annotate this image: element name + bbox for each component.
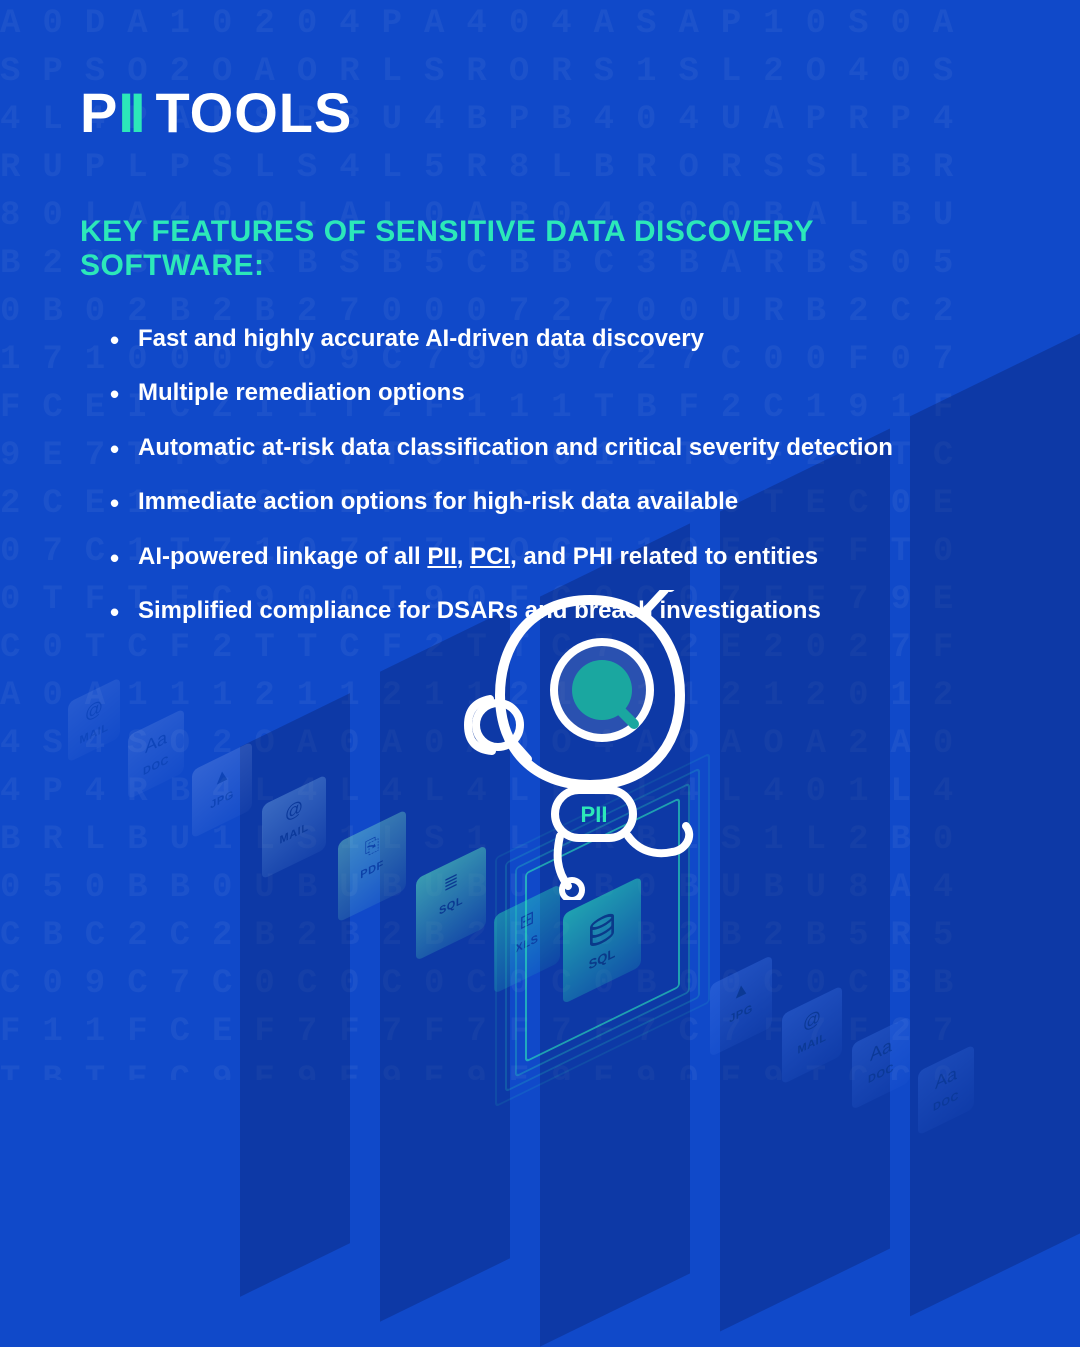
focus-sql-card: SQL	[525, 797, 680, 1063]
feature-item: Fast and highly accurate AI-driven data …	[110, 323, 1000, 355]
heading: KEY FEATURES OF SENSITIVE DATA DISCOVERY…	[80, 215, 1000, 283]
feature-text: ,	[457, 543, 470, 570]
logo: PIITOOLS	[80, 80, 1000, 145]
logo-word-tools: TOOLS	[155, 81, 352, 144]
feature-item: Automatic at-risk data classification an…	[110, 432, 1000, 464]
feature-item: Simplified compliance for DSARs and brea…	[110, 595, 1000, 627]
feature-text: AI-powered linkage of all	[138, 543, 427, 570]
feature-text: , and PHI related to entities	[510, 543, 818, 570]
logo-letters-ii: II	[118, 81, 141, 144]
feature-item: Immediate action options for high-risk d…	[110, 486, 1000, 518]
feature-link-pii: PII	[427, 543, 456, 570]
feature-link-pci: PCI	[470, 543, 510, 570]
logo-letter-p: P	[80, 81, 118, 144]
feature-list: Fast and highly accurate AI-driven data …	[80, 323, 1000, 627]
feature-item: AI-powered linkage of all PII, PCI, and …	[110, 541, 1000, 573]
content-area: PIITOOLS KEY FEATURES OF SENSITIVE DATA …	[0, 0, 1080, 627]
feature-item: Multiple remediation options	[110, 377, 1000, 409]
